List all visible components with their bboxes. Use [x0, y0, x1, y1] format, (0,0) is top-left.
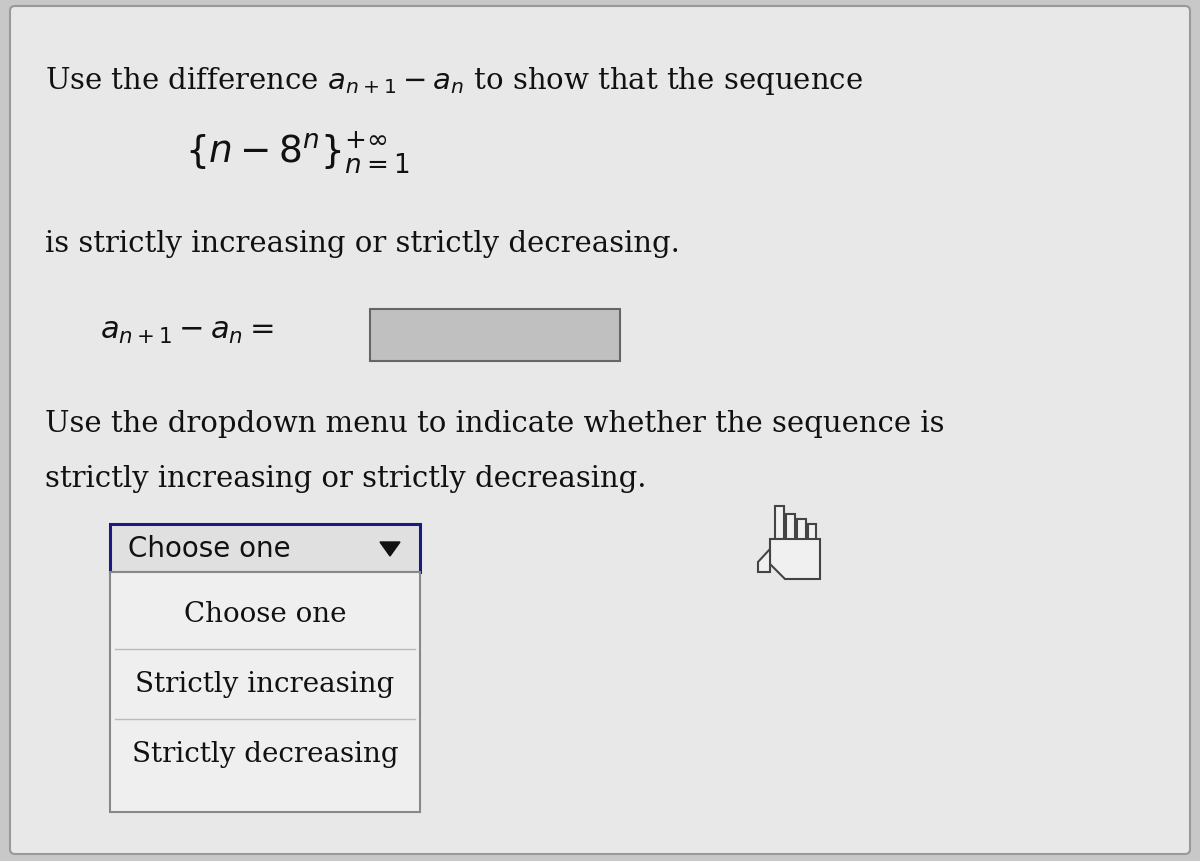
Polygon shape	[786, 514, 796, 542]
Text: Choose one: Choose one	[184, 601, 347, 628]
Polygon shape	[808, 524, 816, 547]
Polygon shape	[770, 539, 820, 579]
FancyBboxPatch shape	[10, 7, 1190, 854]
Polygon shape	[775, 506, 784, 539]
Text: strictly increasing or strictly decreasing.: strictly increasing or strictly decreasi…	[46, 464, 647, 492]
Text: Choose one: Choose one	[128, 535, 290, 562]
Text: is strictly increasing or strictly decreasing.: is strictly increasing or strictly decre…	[46, 230, 680, 257]
Text: $a_{n+1} - a_n =$: $a_{n+1} - a_n =$	[100, 314, 274, 345]
Text: Strictly increasing: Strictly increasing	[136, 671, 395, 697]
Text: Use the difference $a_{n+1} - a_n$ to show that the sequence: Use the difference $a_{n+1} - a_n$ to sh…	[46, 65, 863, 97]
Text: Use the dropdown menu to indicate whether the sequence is: Use the dropdown menu to indicate whethe…	[46, 410, 944, 437]
FancyBboxPatch shape	[370, 310, 620, 362]
Text: $\{n - 8^n\}_{n=1}^{+\infty}$: $\{n - 8^n\}_{n=1}^{+\infty}$	[185, 130, 410, 177]
Polygon shape	[797, 519, 806, 544]
Polygon shape	[380, 542, 400, 556]
Text: Strictly decreasing: Strictly decreasing	[132, 740, 398, 768]
FancyBboxPatch shape	[110, 573, 420, 812]
FancyBboxPatch shape	[110, 524, 420, 573]
Polygon shape	[758, 549, 770, 573]
